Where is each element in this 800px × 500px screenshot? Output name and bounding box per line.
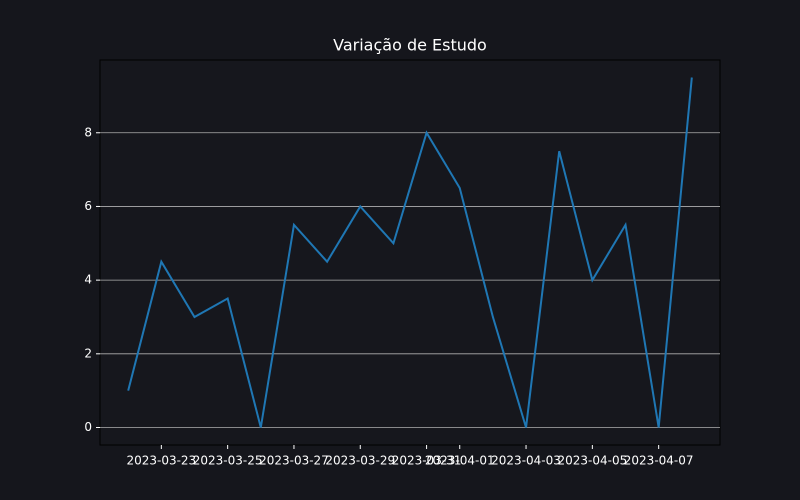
x-tick-label: 2023-03-27: [259, 454, 329, 468]
x-tick-label: 2023-04-01: [425, 454, 495, 468]
x-tick-label: 2023-03-31: [392, 454, 462, 468]
x-tick-label: 2023-03-25: [193, 454, 263, 468]
x-tick-label: 2023-03-23: [126, 454, 196, 468]
y-tick-label: 6: [84, 199, 92, 213]
x-tick-label: 2023-04-07: [624, 454, 694, 468]
y-tick-label: 2: [84, 346, 92, 360]
x-tick-label: 2023-03-29: [325, 454, 395, 468]
data-line: [127, 77, 693, 428]
y-tick-label: 8: [84, 125, 92, 139]
plot-area: [99, 59, 721, 446]
chart-title: Variação de Estudo: [333, 36, 487, 55]
y-tick-label: 4: [84, 273, 92, 287]
x-tick-label: 2023-04-03: [491, 454, 561, 468]
x-tick-label: 2023-04-05: [557, 454, 627, 468]
y-tick-label: 0: [84, 420, 92, 434]
